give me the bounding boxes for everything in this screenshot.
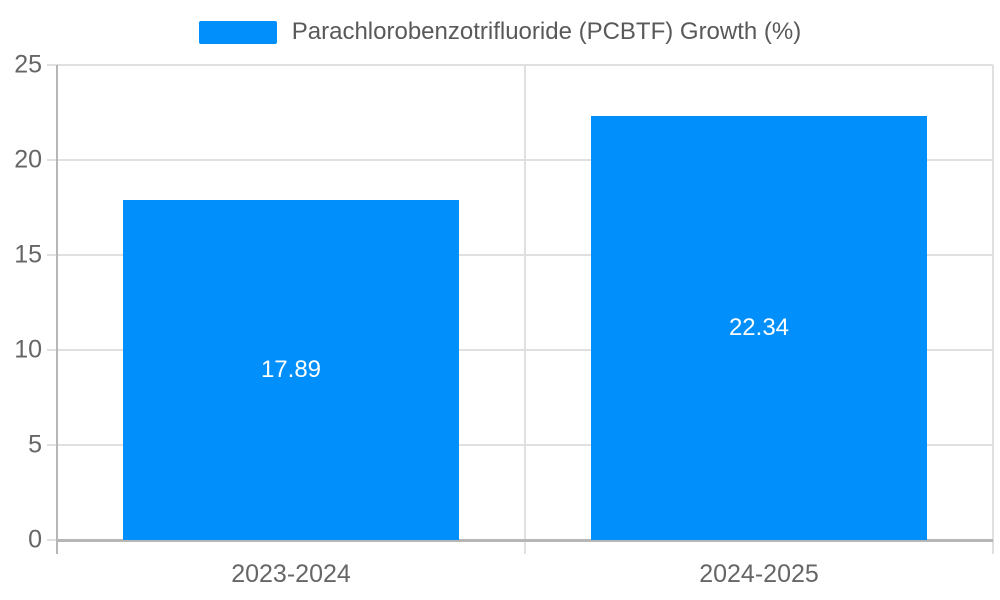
- bar[interactable]: 17.89: [122, 200, 460, 540]
- y-axis-tick: [47, 159, 57, 161]
- legend-swatch-icon: [198, 20, 277, 44]
- y-tick-label: 20: [14, 145, 42, 174]
- y-axis-tick: [47, 349, 57, 351]
- gridline-vertical: [992, 65, 994, 554]
- legend-label: Parachlorobenzotrifluoride (PCBTF) Growt…: [291, 18, 802, 45]
- y-tick-label: 25: [14, 50, 42, 79]
- y-axis-tick: [47, 444, 57, 446]
- bar[interactable]: 22.34: [590, 115, 928, 540]
- y-tick-label: 5: [28, 430, 42, 459]
- y-tick-label: 10: [14, 335, 42, 364]
- x-axis-line: [57, 539, 993, 542]
- legend[interactable]: Parachlorobenzotrifluoride (PCBTF) Growt…: [0, 18, 1000, 46]
- x-tick-label: 2023-2024: [231, 560, 351, 588]
- bar-value-label: 22.34: [728, 313, 790, 341]
- y-axis-line: [56, 65, 58, 554]
- y-axis-tick: [47, 64, 57, 66]
- gridline-vertical: [524, 65, 526, 554]
- y-axis-tick: [47, 539, 57, 541]
- y-tick-label: 15: [14, 240, 42, 269]
- y-tick-label: 0: [28, 525, 42, 554]
- bar-value-label: 17.89: [260, 356, 322, 384]
- y-axis-tick: [47, 254, 57, 256]
- x-tick-label: 2024-2025: [699, 560, 819, 588]
